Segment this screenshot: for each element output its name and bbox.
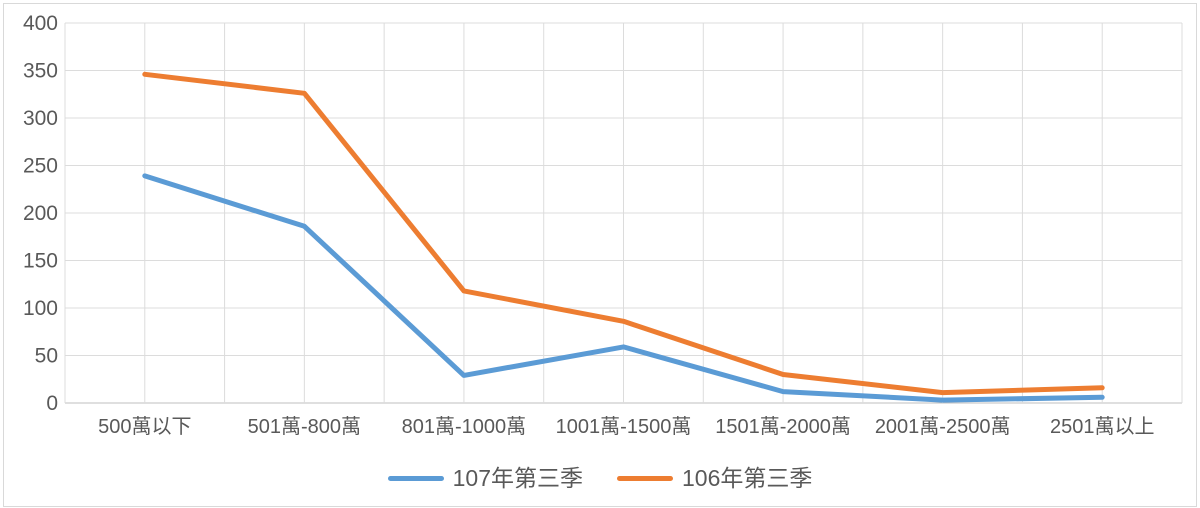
y-tick-label: 150 [23,250,58,273]
y-tick-label: 0 [46,392,58,415]
series-line-1 [142,71,1105,396]
x-axis-label: 500萬以下 [98,415,191,438]
y-tick-label: 400 [23,12,58,35]
legend-label: 106年第三季 [682,464,813,491]
y-tick-label: 250 [23,155,58,178]
y-tick-label: 200 [23,202,58,225]
legend-label: 107年第三季 [452,464,583,491]
legend-item-0: 107年第三季 [387,464,583,491]
chart-border [3,3,1197,507]
series-line-0 [142,173,1105,403]
x-axis-label: 1001萬-1500萬 [556,415,692,438]
x-axis-label: 2001萬-2500萬 [875,415,1011,438]
legend-line-swatch [387,475,444,481]
y-tick-label: 350 [23,60,58,83]
x-axis-label: 501萬-800萬 [248,415,361,438]
y-tick-label: 100 [23,297,58,320]
legend-item-1: 106年第三季 [617,464,813,491]
x-axis-label: 2501萬以上 [1050,415,1155,438]
x-axis-label: 1501萬-2000萬 [715,415,851,438]
y-tick-label: 300 [23,107,58,130]
chart-legend: 107年第三季 106年第三季 [0,458,1200,498]
legend-line-swatch [617,475,673,481]
x-axis-label: 801萬-1000萬 [402,415,527,438]
y-tick-label: 50 [35,345,58,368]
